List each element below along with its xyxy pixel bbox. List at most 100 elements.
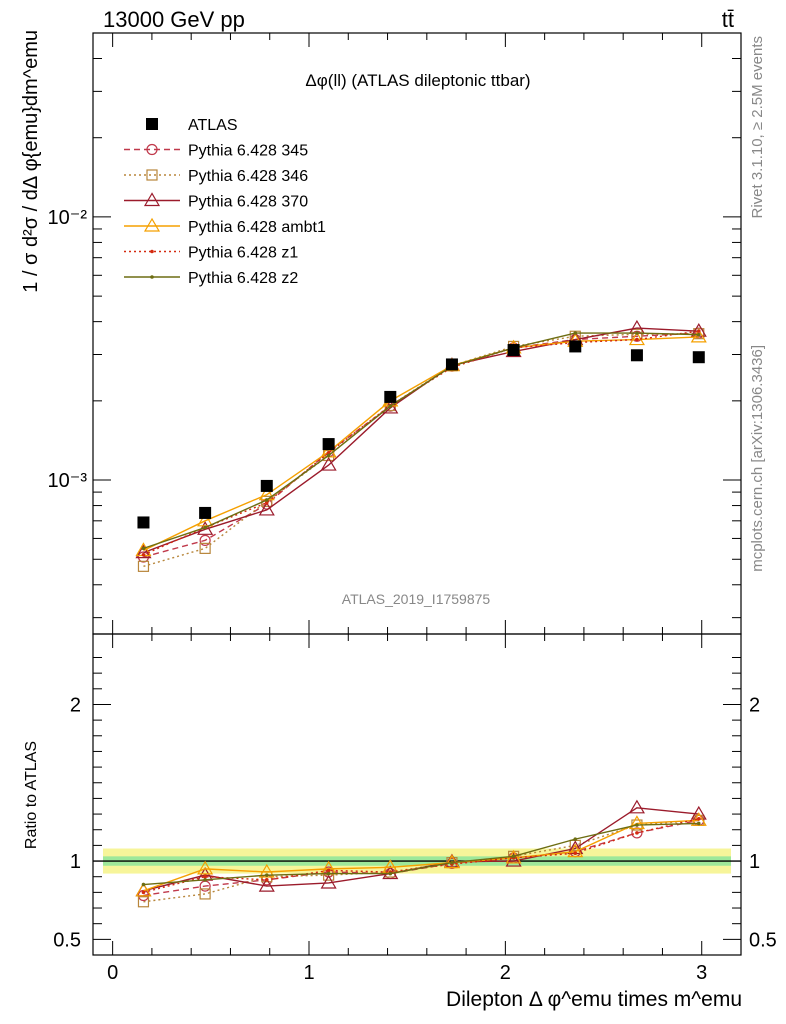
legend-label: Pythia 6.428 ambt1 [188,219,326,236]
atlas-point [630,349,643,362]
series-point-6 [388,404,393,408]
ratio-point-6 [511,854,516,859]
ratio-point-5 [264,878,269,882]
ratio-plot: 0.5 0.5 1 1 2 2 0 1 2 3 [53,633,777,984]
legend-label: ATLAS [188,117,238,134]
watermark: ATLAS_2019_I1759875 [342,591,491,607]
series-line-1 [143,332,699,558]
legend-marker [146,118,158,130]
ratio-point-6 [203,878,207,882]
ratio-y-tick-label-right: 0.5 [749,929,777,951]
atlas-point [445,358,458,371]
atlas-point [137,516,150,529]
mcplots-label: mcplots.cern.ch [arXiv:1306.3436] [749,345,766,572]
legend-label: Pythia 6.428 346 [188,168,308,185]
atlas-point [199,506,212,519]
ratio-point-5 [635,831,639,835]
x-tick-label: 2 [500,962,511,984]
ratio-point-6 [264,873,269,877]
series-point-5 [141,552,146,557]
series-point-3 [320,456,337,471]
ratio-point-4 [197,860,214,875]
ratio-point-6 [326,871,331,876]
series-point-4 [690,328,707,343]
series-point-6 [141,546,146,551]
legend-marker [150,249,154,254]
series-point-2 [199,542,211,554]
legend-marker [143,192,161,207]
legend-marker [146,169,158,181]
x-tick-label: 1 [303,962,314,984]
ratio-point-6 [635,823,639,827]
series-point-5 [326,450,331,455]
ratio-line-4 [143,819,699,892]
legend-marker [143,217,161,232]
ratio-point-6 [696,821,701,826]
x-tick-label: 3 [696,962,707,984]
ratio-y-tick-label-right: 2 [749,694,760,716]
rivet-label: Rivet 3.1.10, ≥ 2.5M events [749,36,766,219]
legend-label: Pythia 6.428 370 [188,194,308,211]
main-y-label: 1 / σ d²σ / dΔ φ{emu}dm^emu [20,30,42,293]
ratio-y-label: Ratio to ATLAS [23,741,40,849]
ratio-y-tick-label-left: 1 [70,851,81,873]
series-point-6 [203,525,207,530]
ratio-point-5 [696,816,701,821]
ratio-line-1 [143,819,699,897]
x-axis-label: Dilepton Δ φ^emu times m^emu [446,988,742,1011]
ratio-point-6 [388,871,393,876]
atlas-point [384,390,397,403]
ratio-point-2 [137,896,150,908]
ratio-y-tick-label-left: 0.5 [53,929,81,951]
series-line-2 [143,332,699,568]
series-point-5 [264,500,269,505]
ratio-y-tick-label-right: 1 [749,851,760,873]
atlas-point [260,479,273,492]
legend-label: Pythia 6.428 z1 [188,245,298,262]
atlas-point [322,438,335,451]
series-line-5 [143,330,699,556]
legend-marker [150,275,154,279]
series-point-6 [264,498,269,502]
main-y-tick-label: 10⁻² [48,207,88,229]
header-right: tt̄ [722,7,734,32]
ratio-point-5 [326,868,331,873]
series-point-6 [635,331,639,335]
series-point-3 [135,544,152,559]
ratio-y-tick-label-left: 2 [70,694,81,716]
ratio-point-6 [450,860,454,865]
series-point-6 [573,331,578,335]
ratio-point-4 [135,882,152,897]
header-left: 13000 GeV pp [103,7,245,32]
main-y-tick-label: 10⁻³ [48,470,88,492]
ratio-point-5 [141,890,146,895]
ratio-point-4 [628,815,645,830]
series-point-1 [199,534,211,546]
atlas-point [569,340,582,353]
series-point-3 [258,501,275,516]
series-point-3 [382,399,399,414]
ratio-point-5 [203,874,207,879]
series-point-5 [635,337,639,342]
ratio-point-4 [567,843,584,858]
main-plot: 10⁻³ 10⁻² Δφ(ll) (ATLAS dileptonic ttbar) A… [48,32,742,635]
ratio-point-3 [505,852,522,867]
legend-label: Pythia 6.428 345 [188,143,308,160]
series-point-2 [137,560,150,572]
ratio-point-3 [320,874,337,889]
series-point-5 [696,329,701,333]
series-point-6 [326,453,331,458]
series-point-6 [696,332,701,337]
plot-title: Δφ(ll) (ATLAS dileptonic ttbar) [305,71,530,90]
ratio-point-1 [631,827,643,839]
atlas-point [692,351,705,364]
x-tick-label: 0 [107,962,118,984]
series-point-2 [261,495,273,507]
ratio-point-6 [141,882,146,887]
legend-marker [146,143,158,156]
ratio-frame [92,633,742,956]
ratio-point-2 [199,888,211,900]
ratio-point-5 [573,851,578,856]
ratio-line-6 [143,822,699,886]
atlas-point [507,344,520,357]
